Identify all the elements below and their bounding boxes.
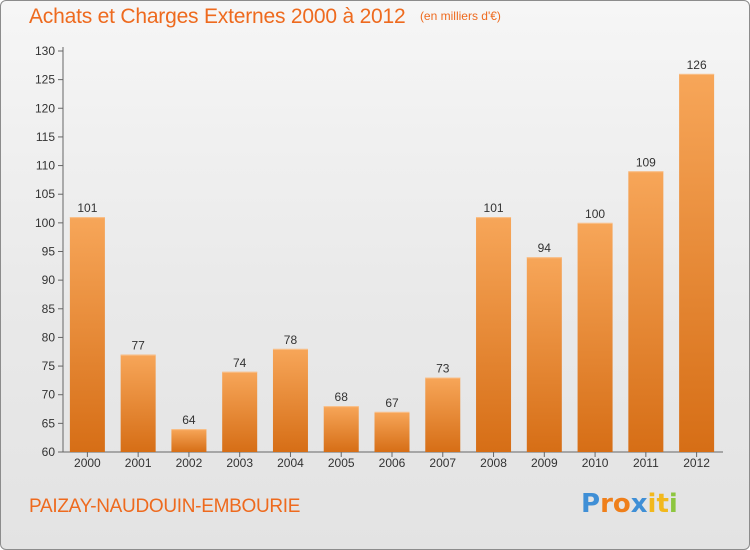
y-tick-label: 60 — [42, 445, 56, 459]
y-tick-label: 95 — [42, 245, 56, 259]
bar-value-label: 77 — [131, 339, 145, 353]
y-tick-label: 90 — [42, 273, 56, 287]
bar — [526, 257, 562, 452]
y-tick-label: 120 — [35, 101, 55, 115]
chart-title-row: Achats et Charges Externes 2000 à 2012 (… — [29, 5, 501, 29]
commune-name: PAIZAY-NAUDOUIN-EMBOURIE — [29, 496, 301, 517]
x-tick-label: 2003 — [226, 456, 253, 470]
bar-value-label: 94 — [538, 241, 552, 255]
x-tick-label: 2008 — [480, 456, 507, 470]
y-tick-label: 130 — [35, 44, 55, 58]
y-tick-label: 65 — [42, 416, 56, 430]
bar-value-label: 73 — [436, 362, 450, 376]
logo-letter: P — [581, 489, 601, 519]
bar — [628, 171, 664, 453]
x-tick-label: 2009 — [531, 456, 558, 470]
x-tick-label: 2001 — [125, 456, 152, 470]
chart-unit-label: (en milliers d'€) — [419, 9, 501, 23]
bar-value-label: 100 — [585, 207, 605, 221]
logo-letter: i — [668, 489, 678, 519]
y-tick-label: 70 — [42, 388, 56, 402]
y-tick-label: 105 — [35, 187, 55, 201]
x-tick-label: 2010 — [582, 456, 609, 470]
chart-title: Achats et Charges Externes 2000 à 2012 — [29, 5, 406, 28]
bar — [323, 406, 359, 452]
y-tick-label: 115 — [36, 130, 55, 144]
bar-value-label: 109 — [636, 155, 656, 169]
x-tick-label: 2012 — [683, 456, 710, 470]
y-tick-label: 85 — [42, 302, 56, 316]
x-tick-label: 2011 — [633, 456, 659, 470]
y-tick-label: 80 — [42, 330, 56, 344]
x-tick-label: 2000 — [74, 456, 101, 470]
logo-letter: r — [600, 489, 613, 519]
bar — [272, 348, 308, 452]
logo-letter: i — [647, 489, 657, 519]
logo-letter: x — [630, 489, 648, 519]
bar — [425, 377, 461, 452]
bar — [69, 217, 105, 452]
bar — [577, 222, 613, 452]
x-tick-label: 2005 — [328, 456, 355, 470]
bar — [679, 73, 715, 453]
bar-value-label: 67 — [385, 396, 399, 410]
bar-value-label: 74 — [233, 356, 247, 370]
bar-value-label: 64 — [182, 413, 196, 427]
bar — [476, 217, 512, 452]
bar — [171, 429, 207, 452]
y-tick-label: 110 — [36, 159, 55, 173]
bar — [222, 371, 258, 452]
bar-value-label: 126 — [687, 58, 707, 72]
bar — [374, 411, 410, 452]
proxiti-logo: Proxiti — [581, 489, 678, 519]
y-tick-label: 125 — [35, 73, 55, 87]
x-tick-label: 2004 — [277, 456, 304, 470]
bar-value-label: 101 — [484, 201, 504, 215]
bar-value-label: 101 — [77, 201, 97, 215]
x-tick-label: 2007 — [429, 456, 456, 470]
x-tick-label: 2006 — [379, 456, 406, 470]
y-tick-label: 100 — [35, 216, 55, 230]
x-tick-label: 2002 — [176, 456, 203, 470]
bar-value-label: 78 — [284, 333, 298, 347]
logo-letter: o — [612, 489, 631, 519]
bar-value-label: 68 — [335, 390, 349, 404]
y-tick-label: 75 — [42, 359, 56, 373]
bar — [120, 354, 156, 452]
logo-letter: t — [656, 489, 669, 519]
